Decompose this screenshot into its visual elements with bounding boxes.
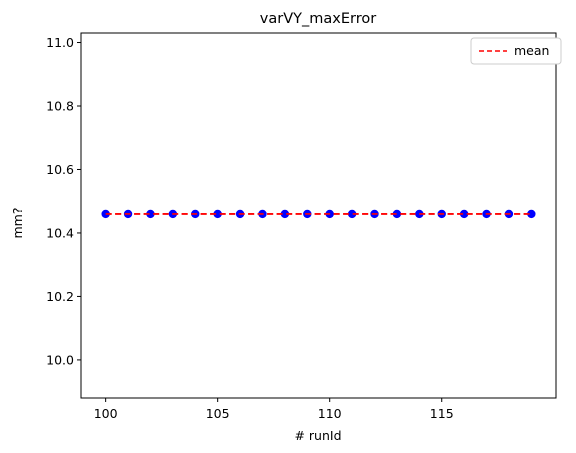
x-tick-label: 105 (206, 406, 230, 421)
data-point (213, 209, 222, 219)
y-tick-label: 10.2 (46, 289, 74, 304)
legend-mean-label: mean (514, 43, 549, 58)
data-point (347, 209, 357, 219)
x-axis-label: # runId (294, 428, 341, 443)
x-tick-label: 100 (94, 406, 118, 421)
y-tick-label: 10.8 (46, 99, 74, 114)
axes-frame (80, 32, 557, 399)
y-axis-label: mm? (10, 208, 25, 239)
data-point (146, 209, 155, 219)
x-tick-label: 115 (430, 406, 454, 421)
legend: mean (470, 37, 562, 65)
data-point (459, 209, 469, 219)
data-point (527, 209, 536, 219)
y-tick-label: 11.0 (46, 35, 74, 50)
legend-box (470, 37, 562, 65)
plot-area: 100 105 110 115 10.0 10.2 10.4 10.6 10.8 11.0 (46, 32, 557, 421)
y-tick-label: 10.0 (46, 352, 74, 367)
y-tick-label: 10.4 (46, 225, 74, 240)
x-tick-label: 110 (318, 406, 342, 421)
chart-title: varVY_maxError (260, 11, 376, 27)
y-tick-label: 10.6 (46, 162, 74, 177)
data-point (392, 209, 402, 219)
data-point (280, 209, 290, 219)
